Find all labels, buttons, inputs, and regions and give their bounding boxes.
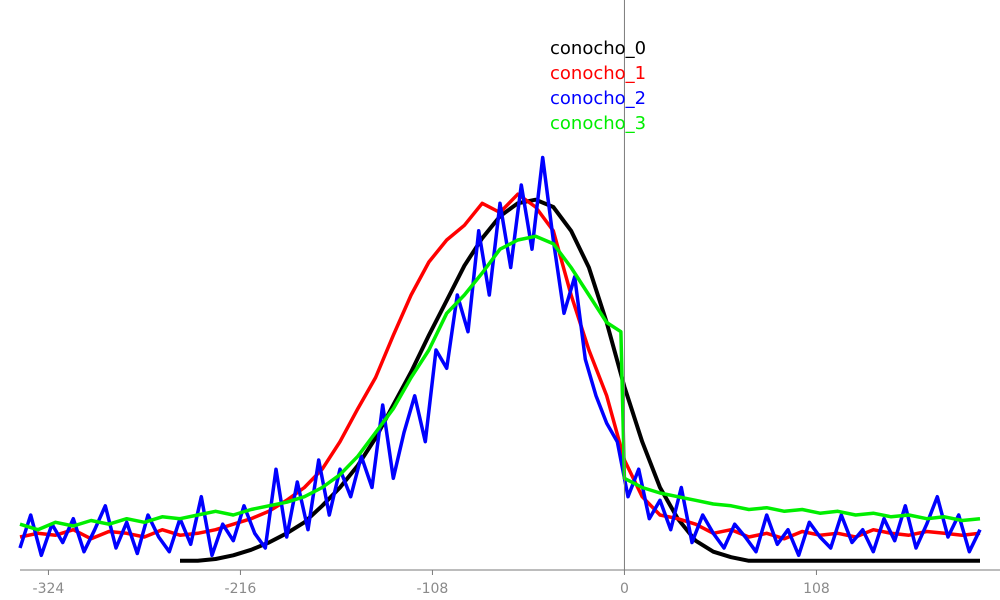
series-line-conocho_3	[19, 234, 981, 532]
legend: conocho_0 conocho_1 conocho_2 conocho_3	[550, 38, 646, 134]
series-layer	[18, 155, 982, 563]
x-tick-label: -108	[417, 581, 449, 597]
series-line-conocho_1	[19, 192, 981, 541]
legend-entry-conocho_3: conocho_3	[550, 113, 646, 134]
series-line-conocho_0	[180, 197, 980, 563]
legend-entry-conocho_2: conocho_2	[550, 88, 646, 109]
legend-entry-conocho_1: conocho_1	[550, 63, 646, 84]
x-tick-label: 0	[620, 581, 629, 597]
series-line-conocho_2	[18, 155, 982, 558]
x-tick-label: 108	[803, 581, 830, 597]
x-tick-label: -216	[225, 581, 257, 597]
legend-entry-conocho_0: conocho_0	[550, 38, 646, 59]
x-axis-ticks: -324 -216 -108 0 108	[33, 570, 830, 597]
x-tick-label: -324	[33, 581, 65, 597]
